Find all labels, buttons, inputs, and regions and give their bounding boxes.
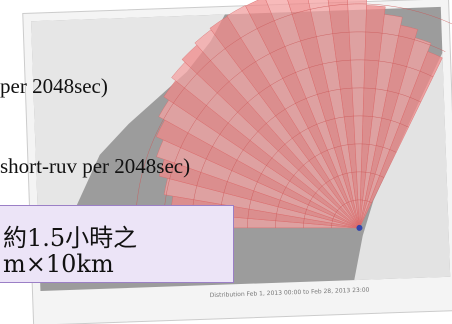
callout-text: 約1.5小時之 [3,218,137,253]
slide: Distribution Feb 1, 2013 00:00 to Feb 28… [0,0,452,324]
callout-box: 約1.5小時之 m×10km [0,205,234,283]
callout-text: m×10km [3,250,114,278]
text-line: short-ruv per 2048sec) [0,154,190,179]
text-line: per 2048sec) [0,74,108,99]
